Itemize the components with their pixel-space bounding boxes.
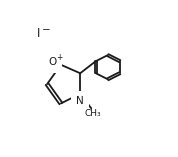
Text: N: N [76, 96, 84, 106]
Text: −: − [42, 25, 51, 35]
Text: +: + [57, 53, 63, 62]
Text: O: O [48, 57, 57, 67]
Text: CH₃: CH₃ [84, 109, 101, 118]
Text: I: I [37, 27, 40, 40]
